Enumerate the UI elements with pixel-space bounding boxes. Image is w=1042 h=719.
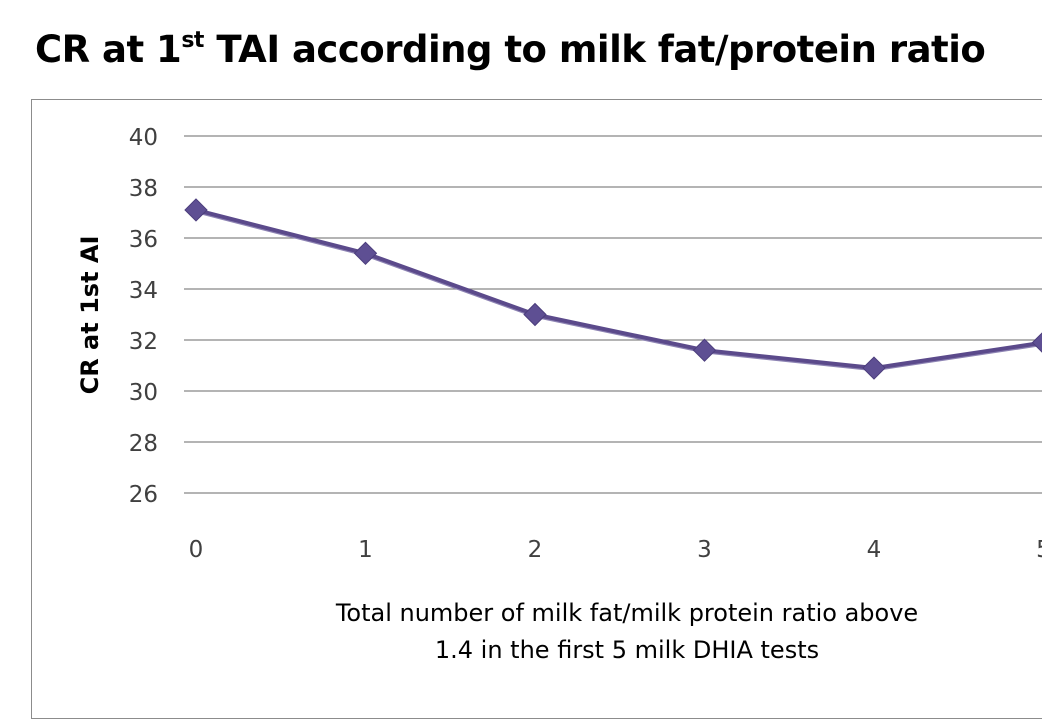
y-axis-title: CR at 1st AI [76,236,104,395]
y-tick-label: 26 [129,482,158,508]
y-tick-label: 36 [129,227,158,253]
x-tick-label: 0 [189,537,204,563]
y-tick-label: 28 [129,431,158,457]
data-point-marker [185,199,207,221]
data-point-marker [355,242,377,264]
x-axis-title-line: 1.4 in the first 5 milk DHIA tests [435,636,819,664]
y-tick-label: 30 [129,380,158,406]
y-tick-label: 40 [129,125,158,151]
x-tick-label: 4 [867,537,882,563]
x-tick-label: 1 [358,537,373,563]
x-axis-title-line: Total number of milk fat/milk protein ra… [335,599,918,627]
series-line-shadow [196,212,1042,370]
line-chart: 2628303234363840012345CR at 1st AITotal … [0,0,1042,698]
data-point-marker [524,304,546,326]
y-tick-label: 38 [129,176,158,202]
x-tick-label: 3 [697,537,712,563]
data-point-marker [694,339,716,361]
y-tick-label: 34 [129,278,158,304]
data-point-marker [1033,332,1042,354]
x-tick-label: 2 [528,537,543,563]
data-point-marker [863,357,885,379]
x-tick-label: 5 [1036,537,1042,563]
y-tick-label: 32 [129,329,158,355]
